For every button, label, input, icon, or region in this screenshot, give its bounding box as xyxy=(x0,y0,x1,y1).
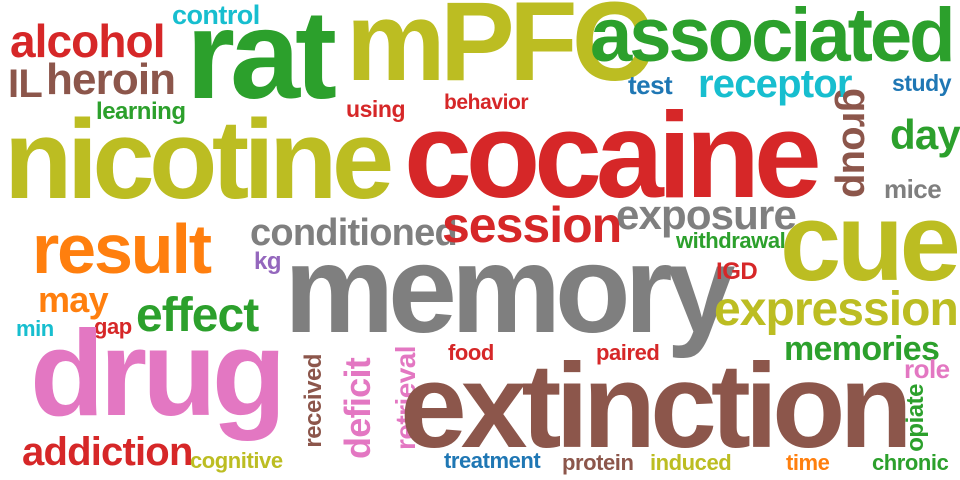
word-paired: paired xyxy=(596,340,660,365)
word-receptor: receptor xyxy=(698,62,852,106)
word-gap: gap xyxy=(94,314,132,339)
word-session: session xyxy=(442,197,622,253)
word-chronic: chronic xyxy=(872,450,949,475)
word-opiate: opiate xyxy=(902,384,929,452)
word-withdrawal: withdrawal xyxy=(676,228,786,253)
word-behavior: behavior xyxy=(444,91,529,114)
word-il: IL xyxy=(8,62,43,106)
word-using: using xyxy=(346,96,406,122)
word-cue: cue xyxy=(780,181,960,304)
word-exposure: exposure xyxy=(616,191,797,238)
word-effect: effect xyxy=(136,289,259,342)
word-cocaine: cocaine xyxy=(404,87,822,223)
word-heroin: heroin xyxy=(46,55,176,104)
word-conditioned: conditioned xyxy=(250,212,458,254)
word-associated: associated xyxy=(590,0,956,78)
word-extinction: extinction xyxy=(400,339,913,473)
word-drug: drug xyxy=(30,305,286,441)
word-time: time xyxy=(786,450,830,475)
word-control: control xyxy=(172,0,260,30)
word-test: test xyxy=(628,70,673,100)
word-min: min xyxy=(16,316,54,341)
word-rat: rat xyxy=(186,0,337,125)
word-expression: expression xyxy=(714,283,959,336)
word-treatment: treatment xyxy=(444,448,541,473)
word-received: received xyxy=(300,354,327,448)
word-learning: learning xyxy=(96,98,186,125)
word-kg: kg xyxy=(254,248,282,275)
word-role: role xyxy=(904,354,950,384)
word-study: study xyxy=(892,70,952,96)
word-memories: memories xyxy=(784,330,940,368)
word-cognitive: cognitive xyxy=(190,448,283,473)
word-protein: protein xyxy=(562,450,634,475)
word-induced: induced xyxy=(650,450,732,475)
word-nicotine: nicotine xyxy=(4,97,394,222)
word-memory: memory xyxy=(284,221,735,359)
word-may: may xyxy=(38,279,109,320)
word-addiction: addiction xyxy=(22,430,193,474)
word-day: day xyxy=(890,111,960,158)
word-alcohol: alcohol xyxy=(10,15,166,67)
word-deficit: deficit xyxy=(337,358,378,459)
word-mpfc: mPFC xyxy=(346,0,653,104)
word-result: result xyxy=(32,210,212,288)
word-igd: IGD xyxy=(716,258,758,285)
word-mice: mice xyxy=(884,174,942,204)
word-food: food xyxy=(448,340,494,365)
